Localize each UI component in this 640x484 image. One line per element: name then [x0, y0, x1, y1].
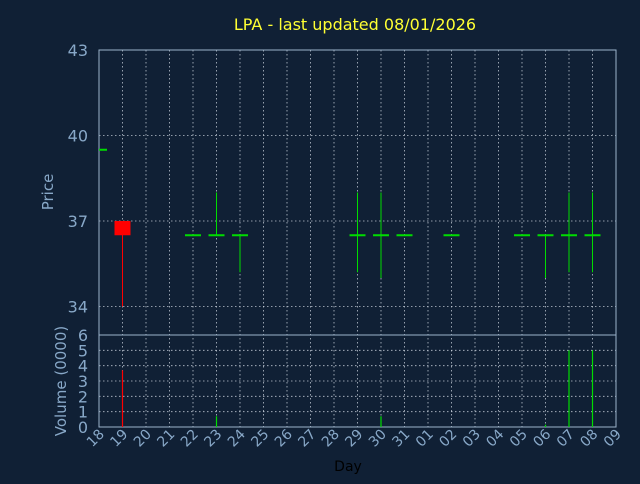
- candle-body: [99, 148, 107, 151]
- candle-body: [114, 221, 131, 236]
- candle-body: [584, 234, 601, 237]
- x-tick-label: 04: [483, 426, 507, 450]
- x-tick-label: 26: [272, 426, 296, 450]
- x-tick-label: 08: [577, 427, 601, 451]
- volume-panel-frame: [98, 334, 617, 428]
- x-tick-label: 25: [248, 427, 272, 451]
- candle-body: [443, 234, 460, 237]
- x-tick-label: 01: [413, 427, 437, 451]
- x-tick-label: 19: [107, 427, 131, 451]
- chart-title: LPA - last updated 08/01/2026: [234, 15, 476, 34]
- volume-tick-label: 0: [78, 418, 88, 437]
- candle-body: [185, 234, 201, 237]
- x-tick-label: 30: [366, 427, 390, 451]
- candle-body: [561, 234, 577, 237]
- volume-axis-label: Volume (0000): [52, 326, 70, 436]
- volume-tick-label: 5: [78, 341, 88, 360]
- x-tick-label: 29: [342, 427, 366, 451]
- x-tick-label: 21: [154, 427, 178, 451]
- x-axis-label: Day: [334, 459, 362, 475]
- x-tick-label: 31: [389, 427, 413, 451]
- volume-tick-label: 6: [78, 326, 88, 345]
- candle-body: [514, 234, 530, 237]
- candle-body: [232, 234, 248, 237]
- x-tick-label: 22: [178, 427, 202, 451]
- x-tick-label: 02: [436, 427, 460, 451]
- x-tick-label: 23: [201, 427, 225, 451]
- candle-body: [537, 234, 554, 237]
- x-tick-label: 09: [601, 427, 625, 451]
- x-tick-label: 20: [131, 427, 155, 451]
- x-tick-label: 24: [225, 426, 249, 450]
- price-tick-label: 37: [68, 212, 88, 231]
- candle-body: [373, 234, 389, 237]
- candle-body: [349, 234, 366, 237]
- price-tick-label: 43: [68, 41, 88, 60]
- candle-body: [208, 234, 225, 237]
- price-axis-label: Price: [39, 174, 57, 211]
- candle-body: [396, 234, 413, 237]
- price-tick-label: 40: [68, 127, 88, 146]
- x-tick-label: 27: [295, 427, 319, 451]
- x-tick-label: 05: [507, 427, 531, 451]
- x-tick-label: 07: [554, 427, 578, 451]
- price-tick-label: 34: [68, 298, 88, 317]
- volume-tick-label: 4: [78, 357, 88, 376]
- x-tick-label: 06: [530, 426, 554, 450]
- volume-tick-label: 3: [78, 372, 88, 391]
- x-tick-label: 28: [319, 427, 343, 451]
- x-tick-label: 03: [460, 427, 484, 451]
- volume-tick-label: 2: [78, 387, 88, 406]
- volume-tick-label: 1: [78, 403, 88, 422]
